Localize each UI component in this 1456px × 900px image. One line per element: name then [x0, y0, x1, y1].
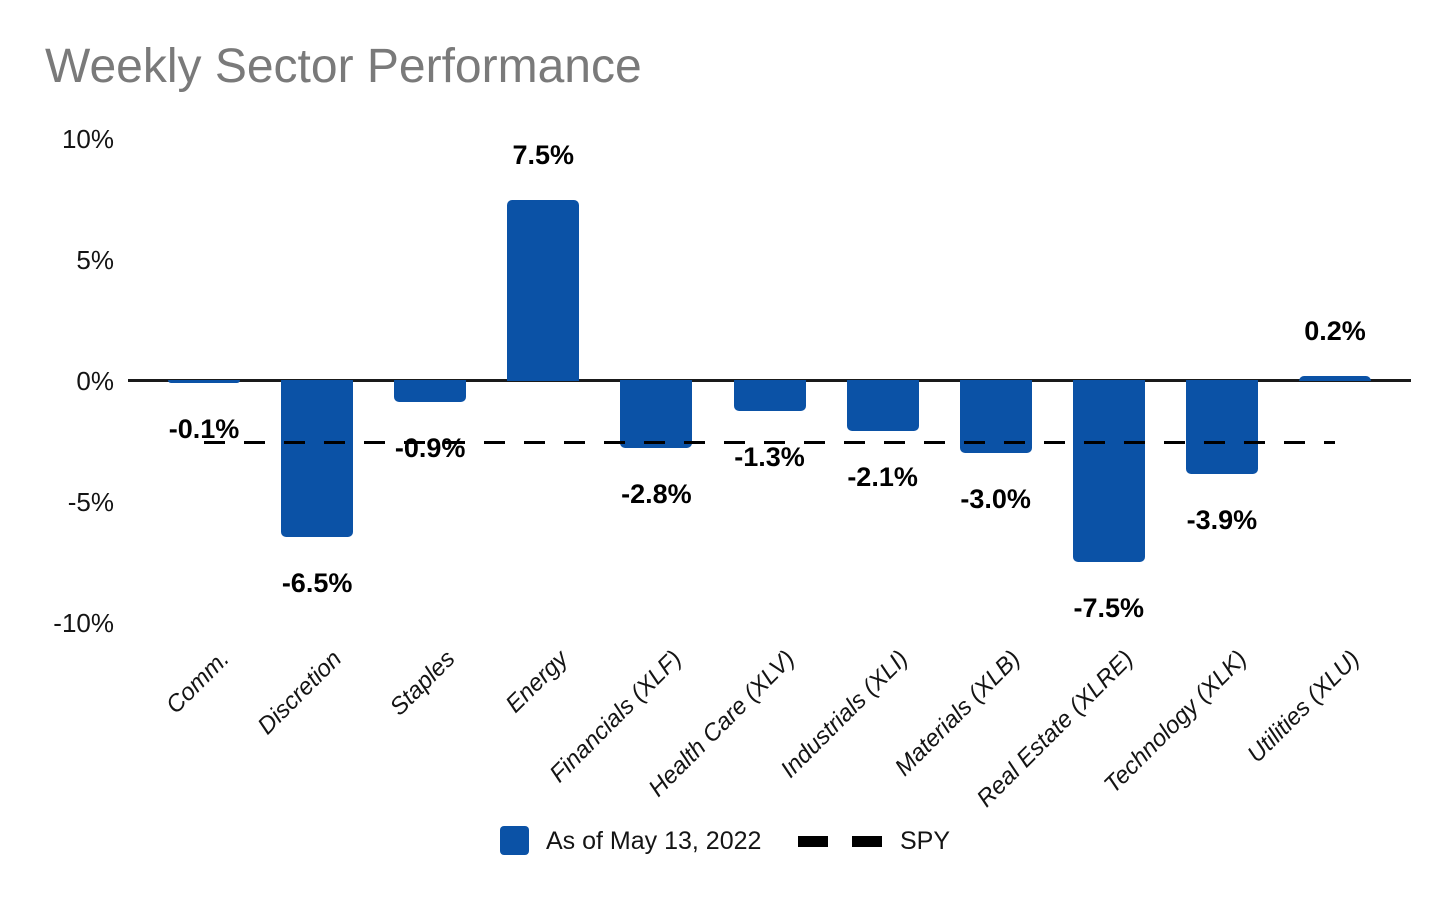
legend-dash-icon [852, 836, 882, 847]
legend-label-spy: SPY [900, 827, 951, 855]
y-axis-tick-label: -10% [53, 608, 114, 638]
bar-real-estate-xlre [1072, 380, 1145, 562]
bar-health-care-xlv [733, 380, 806, 412]
x-axis-label: Comm. [160, 645, 235, 720]
y-axis-tick-label: 0% [76, 366, 114, 396]
x-axis-label: Energy [500, 645, 574, 719]
bar-value-label: -3.9% [1186, 505, 1258, 536]
bar-comm [168, 380, 240, 383]
bar-value-label: 7.5% [512, 139, 575, 170]
bar-value-label: 0.2% [1304, 316, 1366, 347]
legend-label-bars: As of May 13, 2022 [546, 827, 762, 855]
chart-title: Weekly Sector Performance [45, 40, 642, 93]
x-axis-label: Staples [384, 645, 461, 721]
bar-value-label: -2.1% [847, 461, 918, 492]
spy-dashed-line [204, 440, 1335, 444]
bar-materials-xlb [959, 380, 1032, 453]
y-axis-tick-label: 10% [61, 124, 114, 154]
bar-utilities-xlu [1299, 376, 1371, 381]
bar-financials-xlf [620, 380, 693, 448]
bar-value-label: -1.3% [734, 442, 805, 473]
legend-bar-swatch [500, 826, 529, 855]
bar-value-label: -0.9% [394, 432, 466, 463]
bar-value-label: -6.5% [281, 568, 353, 599]
bar-value-label: -2.8% [621, 478, 692, 509]
bar-value-label: -3.0% [960, 483, 1031, 514]
bar-value-label: -0.1% [168, 413, 240, 444]
x-axis-label: Utilities (XLU) [1242, 645, 1366, 769]
legend-dash-icon [798, 836, 828, 847]
x-axis-label: Discretion [252, 645, 348, 740]
bar-industrials-xli [846, 380, 919, 431]
y-axis-tick-label: 5% [76, 245, 114, 275]
bar-value-label: -7.5% [1073, 592, 1145, 623]
bar-energy [507, 199, 580, 381]
bar-discretion [281, 380, 354, 538]
bar-technology-xlk [1185, 380, 1258, 475]
bar-staples [394, 380, 467, 402]
y-axis-tick-label: -5% [67, 487, 114, 517]
